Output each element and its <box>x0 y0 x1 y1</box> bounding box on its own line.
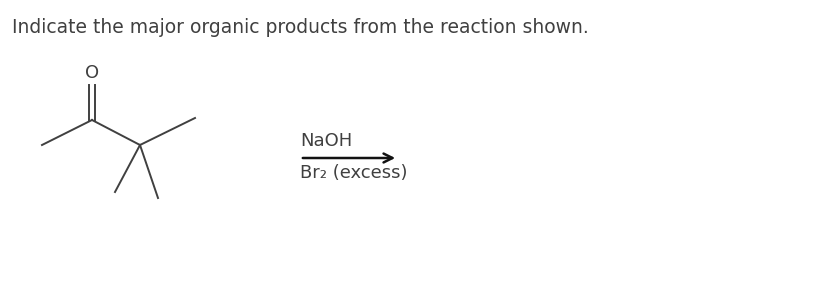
Text: NaOH: NaOH <box>300 132 352 150</box>
Text: O: O <box>85 64 99 82</box>
Text: Br₂ (excess): Br₂ (excess) <box>300 164 407 182</box>
Text: Indicate the major organic products from the reaction shown.: Indicate the major organic products from… <box>12 18 588 37</box>
